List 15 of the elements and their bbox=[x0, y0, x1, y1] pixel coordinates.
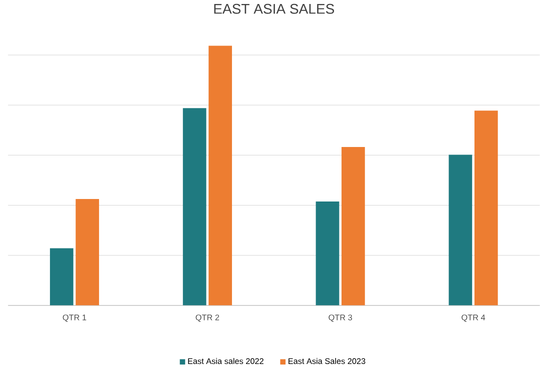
bar bbox=[208, 46, 232, 306]
chart-title: EAST ASIA SALES bbox=[214, 4, 334, 14]
x-tick-label: QTR 1 bbox=[62, 314, 86, 322]
legend-label: East Asia Sales 2023 bbox=[288, 358, 366, 364]
bar bbox=[316, 201, 340, 306]
bar bbox=[76, 198, 100, 306]
x-tick-label: QTR 3 bbox=[328, 314, 352, 322]
bar bbox=[474, 110, 498, 306]
legend-label: East Asia sales 2022 bbox=[188, 358, 264, 364]
bar bbox=[182, 108, 206, 306]
bar bbox=[50, 248, 74, 306]
bar bbox=[342, 146, 365, 306]
x-tick-label: QTR 2 bbox=[196, 314, 220, 322]
x-tick-label: QTR 4 bbox=[462, 314, 486, 322]
bar bbox=[448, 154, 472, 306]
